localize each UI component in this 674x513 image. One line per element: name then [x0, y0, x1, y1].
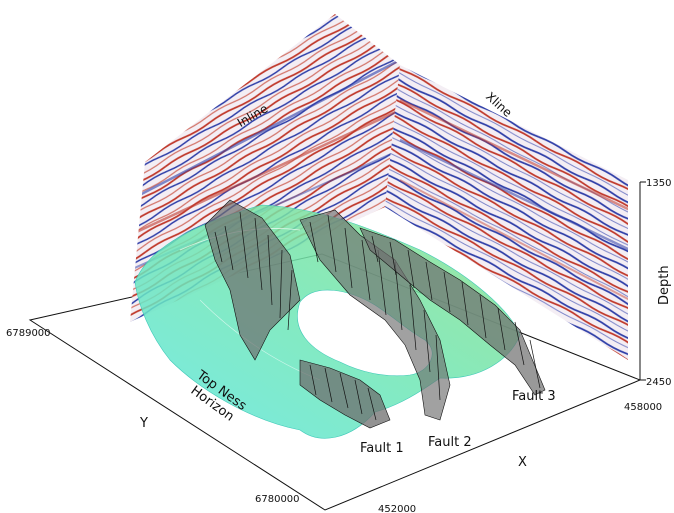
x-tick-min: 452000 [378, 504, 416, 513]
fault-1-surface [204, 199, 391, 429]
fault-surfaces [204, 199, 546, 429]
depth-tick-bottom: 2450 [646, 377, 671, 388]
x-tick-max: 458000 [624, 402, 662, 413]
fault-1-label: Fault 1 [360, 441, 404, 456]
fault-3-surface [359, 227, 546, 396]
fault-2-label: Fault 2 [428, 435, 472, 450]
fault-3-label: Fault 3 [512, 389, 556, 404]
depth-axis [639, 181, 646, 381]
x-axis-label: X [518, 455, 527, 470]
y-axis-label: Y [139, 416, 148, 431]
y-tick-max: 6789000 [6, 328, 51, 339]
depth-tick-top: 1350 [646, 178, 671, 189]
y-tick-min: 6780000 [255, 494, 300, 505]
depth-axis-label: Depth [657, 265, 672, 305]
xline-seismic-section [385, 65, 628, 360]
